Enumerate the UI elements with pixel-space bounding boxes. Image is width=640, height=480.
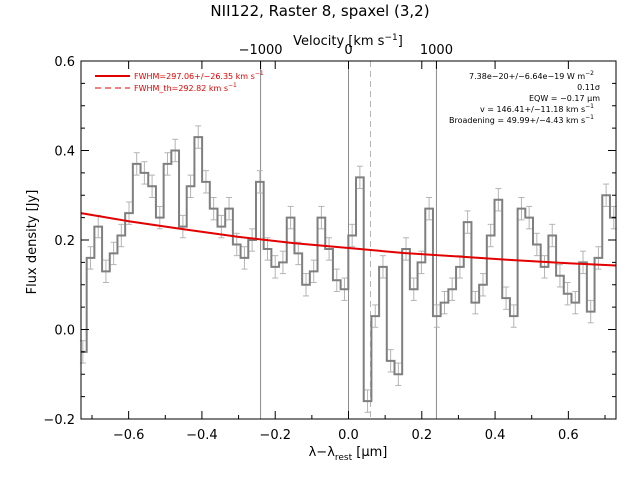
top-tick-label: 0 — [344, 43, 352, 58]
top-axis-label-sup: −1 — [384, 33, 397, 43]
x-tick-label: 0.2 — [411, 428, 432, 443]
annotation-1-main: 0.11σ — [577, 83, 600, 92]
legend-th-label-sup: −1 — [228, 82, 237, 89]
plot-area: −0.6 −0.4 −0.2 0.0 0.2 0.4 0.6 −1000 0 1000 −0.2 0.… — [43, 43, 617, 443]
annotation-0-main: 7.38e−20+/−6.64e−19 W m — [469, 72, 585, 81]
y-axis-label: Flux density [Jy] — [25, 190, 40, 295]
legend-fit-label-main: FWHM=297.06+/−26.35 km s — [134, 72, 255, 81]
legend-fit-label: FWHM=297.06+/−26.35 km s−1 — [134, 70, 264, 81]
annotation-1: 0.11σ — [577, 83, 600, 92]
legend-th-label: FWHM_th=292.82 km s−1 — [134, 82, 237, 93]
y-tick-label: −0.2 — [43, 413, 75, 428]
chart-title: NII122, Raster 8, spaxel (3,2) — [210, 2, 429, 20]
annotation-0-sup: −2 — [585, 70, 594, 77]
x-tick-label: 0.0 — [338, 428, 359, 443]
x-axis-label: λ−λrest [μm] — [309, 445, 388, 463]
fit-curve — [80, 212, 617, 267]
x-tick-label: −0.2 — [259, 428, 291, 443]
annotation-4: Broadening = 49.99+/−4.43 km s−1 — [449, 114, 594, 125]
annotation-4-sup: −1 — [585, 114, 594, 121]
annotation-3-main: v = 146.41+/−11.18 km s — [480, 105, 585, 114]
flux-step-line — [81, 136, 616, 403]
annotation-3: v = 146.41+/−11.18 km s−1 — [480, 103, 594, 114]
x-axis-label-tail: [μm] — [352, 445, 387, 460]
x-tick-label: −0.6 — [113, 428, 145, 443]
top-axis-label: Velocity [km s−1] — [293, 33, 403, 49]
legend-fit-label-sup: −1 — [255, 70, 264, 77]
annotation-4-main: Broadening = 49.99+/−4.43 km s — [449, 116, 585, 125]
annotation-0: 7.38e−20+/−6.64e−19 W m−2 — [469, 70, 594, 81]
legend-th-label-main: FWHM_th=292.82 km s — [134, 84, 228, 93]
x-axis-label-main: λ−λ — [309, 445, 336, 460]
x-axis-label-sub: rest — [335, 453, 353, 463]
x-tick-label: 0.4 — [485, 428, 506, 443]
top-tick-label: 1000 — [420, 43, 453, 58]
annotation-2-main: EQW = −0.17 μm — [529, 94, 600, 103]
y-tick-label: 0.6 — [54, 55, 75, 70]
y-tick-label: 0.0 — [54, 324, 75, 339]
y-tick-label: 0.2 — [54, 234, 75, 249]
x-tick-label: −0.4 — [186, 428, 218, 443]
annotation-3-sup: −1 — [585, 103, 594, 110]
y-tick-label: 0.4 — [54, 145, 75, 160]
top-axis-label-main: Velocity [km s — [293, 34, 385, 49]
annotation-2: EQW = −0.17 μm — [529, 94, 600, 103]
x-tick-label: 0.6 — [558, 428, 579, 443]
top-tick-label: −1000 — [239, 43, 283, 58]
top-axis-label-end: ] — [398, 34, 403, 49]
